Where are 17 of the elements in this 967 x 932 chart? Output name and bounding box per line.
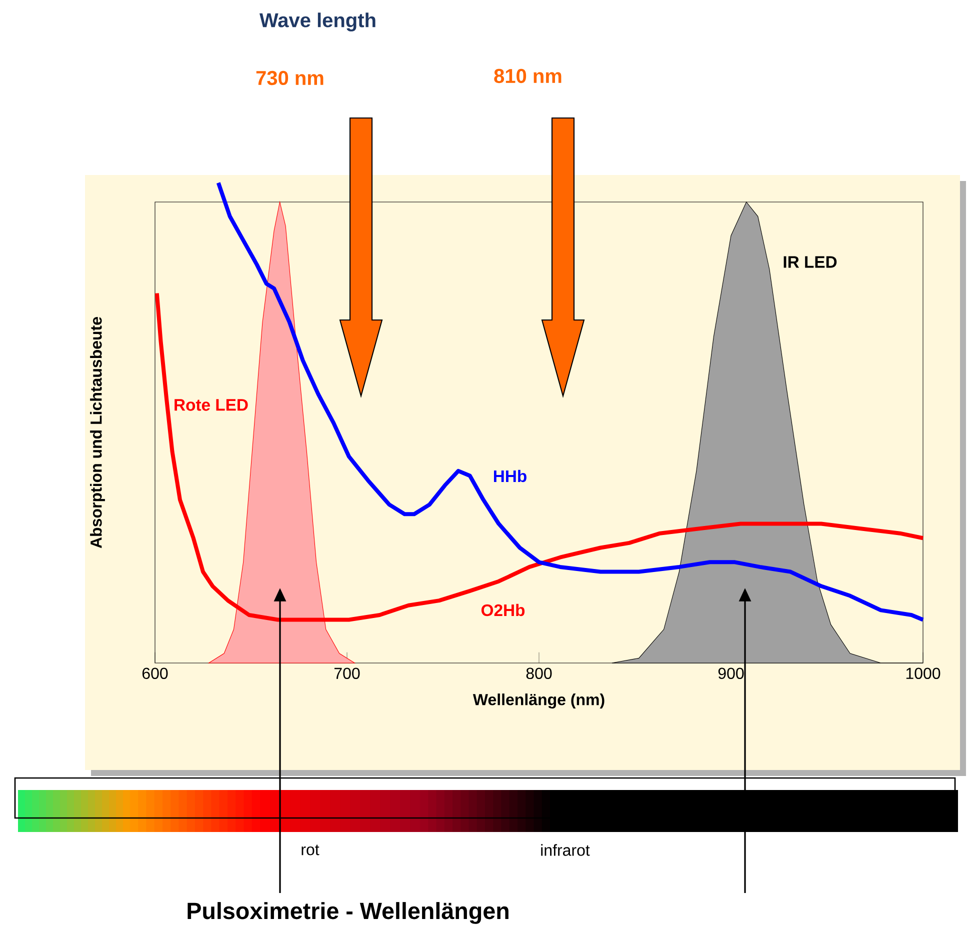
y-axis-title: Absorption und Lichtausbeute — [90, 317, 105, 548]
series-label: O2Hb — [481, 604, 525, 616]
x-tick-label: 1000 — [906, 668, 940, 680]
x-tick-label: 800 — [526, 668, 552, 680]
text: 730 nm — [256, 70, 324, 86]
text: infrarot — [541, 844, 590, 856]
series-label: HHb — [494, 470, 526, 482]
text: 810 nm — [494, 68, 562, 84]
x-tick-label: 600 — [142, 668, 168, 680]
x-tick-label: 700 — [334, 668, 360, 680]
x-axis-title: Wellenlänge (nm) — [472, 694, 604, 709]
chart-title: Wave length — [260, 12, 376, 32]
series-label: IR LED — [784, 256, 837, 268]
series-label: Rote LED — [174, 399, 248, 411]
text: Pulsoximetrie - Wellenlängen — [188, 902, 508, 924]
x-tick-label: 900 — [718, 668, 744, 680]
text: rot — [302, 844, 320, 856]
